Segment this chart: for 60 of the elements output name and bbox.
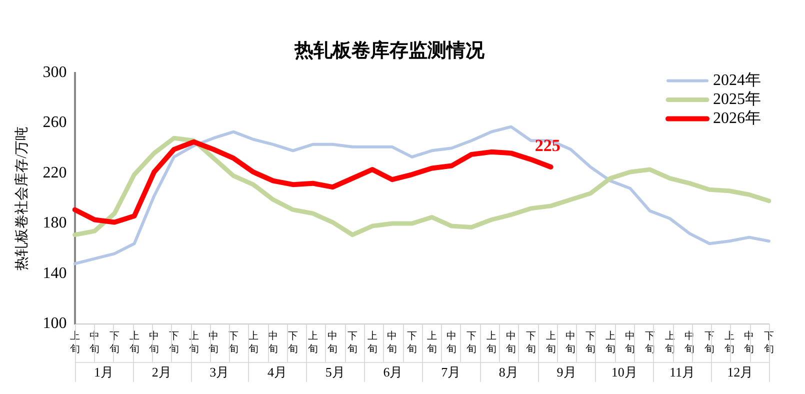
- x-tick-label: 中旬: [684, 330, 695, 356]
- x-tick-label: 上旬: [70, 330, 80, 356]
- text: 5月: [325, 364, 345, 380]
- x-tick-label: 下旬: [764, 331, 774, 356]
- x-tick-label: 中旬: [268, 330, 278, 356]
- x-tick-label: 下旬: [406, 331, 417, 356]
- y-tick-label: 140: [42, 264, 67, 282]
- chart-title: 热轧板卷库存监测情况: [294, 39, 486, 62]
- y-axis-title: 热轧板卷社会库存/万吨: [14, 126, 30, 270]
- legend-label: 2026年: [713, 110, 761, 128]
- x-tick-label: 下旬: [347, 331, 358, 356]
- x-tick-label: 上旬: [724, 330, 734, 356]
- text: 8月: [498, 364, 518, 380]
- x-tick-label: 中旬: [149, 330, 160, 356]
- x-tick-label: 上旬: [426, 330, 437, 356]
- x-tick-label: 上旬: [308, 330, 318, 356]
- x-tick-label: 中旬: [566, 330, 576, 356]
- text: 10月: [611, 364, 638, 380]
- x-tick-label: 中旬: [625, 330, 636, 356]
- text: 7月: [441, 364, 461, 380]
- x-tick-label: 上旬: [664, 330, 675, 356]
- x-tick-label: 上旬: [546, 330, 556, 356]
- x-tick-label: 中旬: [328, 330, 338, 356]
- x-tick-label: 下旬: [466, 331, 476, 356]
- x-tick-label: 下旬: [704, 331, 714, 356]
- text: 9月: [556, 364, 576, 380]
- x-tick-label: 上旬: [605, 330, 616, 356]
- data-label: 225: [534, 136, 560, 155]
- legend-label: 2025年: [713, 91, 761, 108]
- text: 1月: [94, 364, 114, 380]
- x-tick-label: 上旬: [367, 330, 378, 356]
- y-tick-label: 300: [42, 64, 67, 82]
- text: 4月: [268, 364, 288, 380]
- x-tick-label: 中旬: [387, 330, 398, 356]
- text: 12月: [727, 364, 754, 380]
- x-tick-label: 下旬: [228, 331, 238, 356]
- x-tick-label: 中旬: [744, 330, 754, 356]
- text: 6月: [383, 364, 403, 380]
- x-tick-label: 下旬: [109, 331, 120, 356]
- x-tick-label: 下旬: [526, 331, 536, 356]
- x-tick-label: 下旬: [168, 331, 179, 356]
- x-tick-label: 上旬: [486, 330, 496, 356]
- x-tick-label: 下旬: [644, 331, 655, 356]
- x-tick-label: 中旬: [90, 330, 100, 356]
- text: 11月: [669, 364, 695, 380]
- x-tick-label: 下旬: [288, 331, 298, 356]
- legend-label: 2024年: [713, 72, 761, 90]
- x-tick-label: 中旬: [208, 330, 219, 356]
- text: 3月: [210, 364, 230, 380]
- x-tick-label: 上旬: [129, 330, 140, 356]
- y-tick-label: 180: [42, 214, 67, 232]
- x-tick-label: 中旬: [506, 330, 516, 356]
- y-tick-label: 260: [42, 114, 67, 132]
- y-tick-label: 220: [42, 164, 67, 182]
- x-tick-label: 上旬: [188, 330, 199, 356]
- x-tick-label: 中旬: [446, 330, 457, 356]
- x-tick-label: 上旬: [248, 330, 258, 356]
- text: 2月: [152, 364, 172, 380]
- x-tick-label: 下旬: [585, 331, 596, 356]
- y-tick-label: 100: [42, 315, 67, 332]
